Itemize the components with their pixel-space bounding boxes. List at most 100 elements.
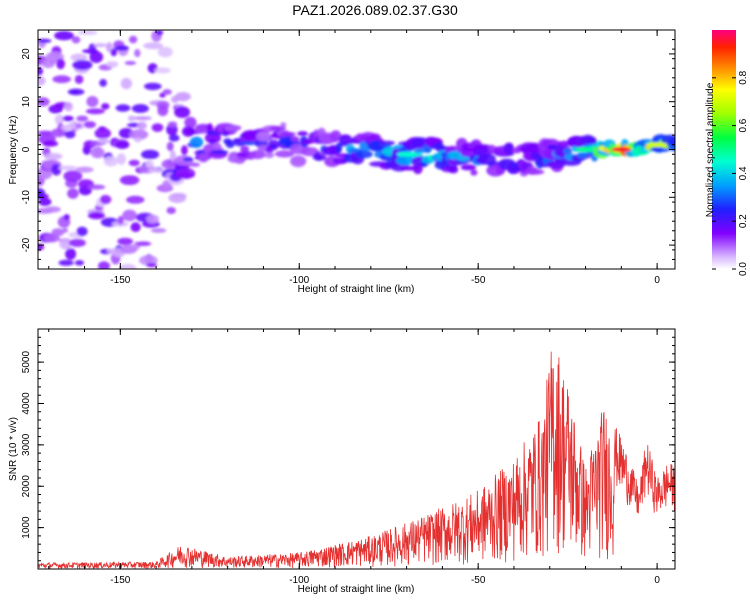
spectrogram-cell bbox=[75, 166, 94, 173]
spectrogram-peak bbox=[396, 151, 417, 157]
spectrogram-peak bbox=[647, 142, 668, 148]
spectrogram-cell bbox=[174, 106, 191, 118]
spectrogram-ylabel: Frequency (Hz) bbox=[8, 116, 19, 185]
spectrogram-cell bbox=[136, 241, 152, 246]
spectrogram-cell bbox=[155, 30, 164, 36]
spectrogram-cell bbox=[64, 101, 73, 112]
snr-ylabel: SNR (10 * v/v) bbox=[8, 417, 19, 481]
spectrogram-cell bbox=[488, 144, 496, 154]
spectrogram-cell bbox=[379, 140, 395, 146]
spectrogram-cell bbox=[224, 124, 242, 132]
spectrogram-ticks: -150 -100 -50 0 20 10 0 -10 -20 bbox=[21, 29, 675, 286]
spectrogram-cell bbox=[269, 143, 277, 149]
spectrogram-cell bbox=[162, 89, 172, 95]
spectrogram-cell bbox=[76, 226, 88, 237]
spectrogram-cell bbox=[62, 115, 74, 122]
spectrogram-cell bbox=[256, 131, 272, 142]
spectrogram-cell bbox=[99, 79, 107, 87]
spectrogram-cell bbox=[124, 61, 137, 65]
spectrogram-cell bbox=[38, 66, 44, 76]
spectrogram-cell bbox=[64, 130, 76, 139]
spectrogram-cell bbox=[38, 38, 52, 43]
spectrogram-cell bbox=[63, 214, 70, 221]
spectrogram-cell bbox=[167, 121, 178, 128]
spectrogram-cell bbox=[189, 162, 201, 167]
spectrogram-cell bbox=[116, 153, 126, 165]
colorbar-label: Normalized spectral amplitude bbox=[705, 82, 716, 217]
colorbar-ticks: 0.0 0.2 0.4 0.6 0.8 bbox=[712, 70, 749, 276]
spectrogram-cell bbox=[87, 184, 106, 190]
spectrogram-cell bbox=[177, 172, 195, 178]
spectrogram-cell bbox=[74, 260, 84, 266]
spectrogram-cell bbox=[280, 131, 296, 137]
spectrogram-cell bbox=[117, 237, 134, 246]
spectrogram-cell bbox=[157, 105, 169, 117]
spectrogram-cell bbox=[65, 248, 77, 260]
spectrogram-cell bbox=[181, 145, 188, 156]
spectrogram-cell bbox=[264, 152, 275, 159]
y-tick-label: 2000 bbox=[21, 475, 32, 498]
x-tick-label: -100 bbox=[289, 575, 309, 586]
spectrogram-cell bbox=[42, 140, 59, 147]
spectrogram-cell bbox=[198, 152, 209, 163]
spectrogram-cell bbox=[118, 263, 137, 269]
spectrogram-cell bbox=[182, 157, 194, 162]
spectrogram-cell bbox=[168, 134, 180, 142]
spectrogram-cell bbox=[44, 153, 63, 160]
x-tick-label: -50 bbox=[471, 275, 486, 286]
spectrogram-cell bbox=[503, 143, 514, 155]
spectrogram-cell bbox=[57, 122, 64, 135]
spectrogram-cell bbox=[38, 197, 52, 207]
spectrogram-cell bbox=[52, 75, 71, 84]
spectrogram-cell bbox=[145, 160, 154, 168]
x-tick-label: -50 bbox=[471, 575, 486, 586]
spectrogram-cell bbox=[101, 103, 110, 110]
colorbar-tick-label: 0.6 bbox=[738, 118, 749, 132]
spectrogram-cell bbox=[171, 193, 187, 198]
x-tick-label: 0 bbox=[654, 575, 660, 586]
spectrogram-cell bbox=[563, 148, 571, 154]
spectrogram-cell bbox=[184, 116, 197, 129]
x-tick-label: -100 bbox=[289, 275, 309, 286]
spectrogram-cell bbox=[38, 130, 54, 136]
spectrogram-cell bbox=[86, 96, 99, 108]
y-tick-label: -10 bbox=[21, 190, 32, 205]
spectrogram-cell bbox=[225, 140, 235, 149]
spectrogram-cell bbox=[70, 53, 88, 62]
spectrogram-cell bbox=[131, 104, 149, 113]
spectrogram-cell bbox=[67, 188, 79, 199]
spectrogram-cell bbox=[54, 30, 74, 41]
y-tick-label: 20 bbox=[21, 48, 32, 60]
spectrogram-cell bbox=[157, 46, 173, 58]
spectrogram-cell bbox=[58, 165, 77, 171]
y-tick-label: 3000 bbox=[21, 433, 32, 456]
spectrogram-cell bbox=[189, 136, 204, 148]
spectrogram-cell bbox=[127, 115, 136, 122]
spectrogram-cell bbox=[576, 152, 588, 159]
spectrogram-cell bbox=[51, 228, 65, 237]
spectrogram-cell bbox=[249, 150, 266, 160]
snr-series-line bbox=[38, 351, 675, 569]
spectrogram-heatmap bbox=[38, 30, 675, 269]
spectrogram-cell bbox=[137, 121, 147, 130]
spectrogram-cell bbox=[70, 89, 79, 94]
spectrogram-cell bbox=[83, 121, 96, 129]
spectrogram-cell bbox=[290, 136, 300, 143]
spectrogram-cell bbox=[93, 43, 107, 48]
spectrogram-xlabel: Height of straight line (km) bbox=[298, 284, 415, 295]
spectrogram-cell bbox=[274, 150, 295, 158]
spectrogram-cell bbox=[119, 175, 140, 186]
spectrogram-cell bbox=[133, 116, 152, 121]
spectrogram-cell bbox=[166, 207, 176, 214]
spectrogram-cell bbox=[98, 261, 110, 269]
spectrogram-cell bbox=[269, 126, 287, 131]
spectrogram-cell bbox=[58, 259, 74, 266]
spectrogram-cell bbox=[51, 163, 62, 176]
snr-xlabel: Height of straight line (km) bbox=[298, 584, 415, 595]
spectrogram-cell bbox=[38, 75, 46, 86]
snr-ticks: -150 -100 -50 0 1000 2000 3000 4000 5000 bbox=[21, 328, 675, 586]
spectrogram-cell bbox=[126, 195, 145, 204]
colorbar-gradient bbox=[712, 30, 736, 269]
spectrogram-cell bbox=[74, 74, 84, 84]
